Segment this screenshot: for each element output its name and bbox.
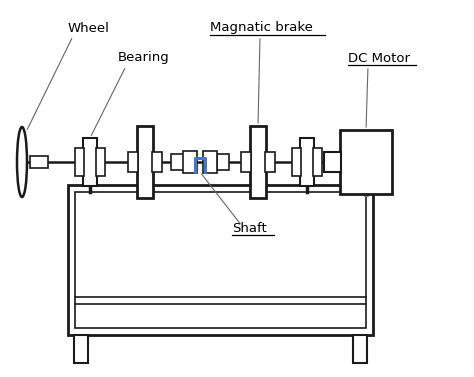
Bar — [250, 126, 266, 198]
Text: Shaft: Shaft — [232, 222, 267, 234]
Bar — [300, 138, 314, 186]
Bar — [75, 148, 84, 176]
Bar — [353, 335, 367, 363]
Bar — [183, 151, 197, 173]
Bar — [96, 148, 105, 176]
Bar — [75, 192, 366, 328]
Bar — [152, 152, 162, 172]
Bar — [68, 185, 373, 335]
Bar — [217, 154, 229, 170]
Bar — [292, 148, 301, 176]
Text: Bearing: Bearing — [118, 52, 170, 64]
Bar — [324, 152, 341, 172]
Bar — [74, 335, 88, 363]
Bar — [340, 130, 392, 194]
Text: DC Motor: DC Motor — [348, 52, 410, 64]
Bar — [265, 152, 275, 172]
Bar — [128, 152, 138, 172]
Bar — [171, 154, 184, 170]
Bar — [203, 151, 217, 173]
Bar — [83, 138, 97, 186]
Bar — [313, 148, 322, 176]
Ellipse shape — [17, 127, 27, 197]
Text: Magnatic brake: Magnatic brake — [210, 21, 313, 35]
Bar — [241, 152, 251, 172]
Text: Wheel: Wheel — [68, 21, 110, 35]
Bar — [30, 156, 48, 168]
Bar — [137, 126, 153, 198]
